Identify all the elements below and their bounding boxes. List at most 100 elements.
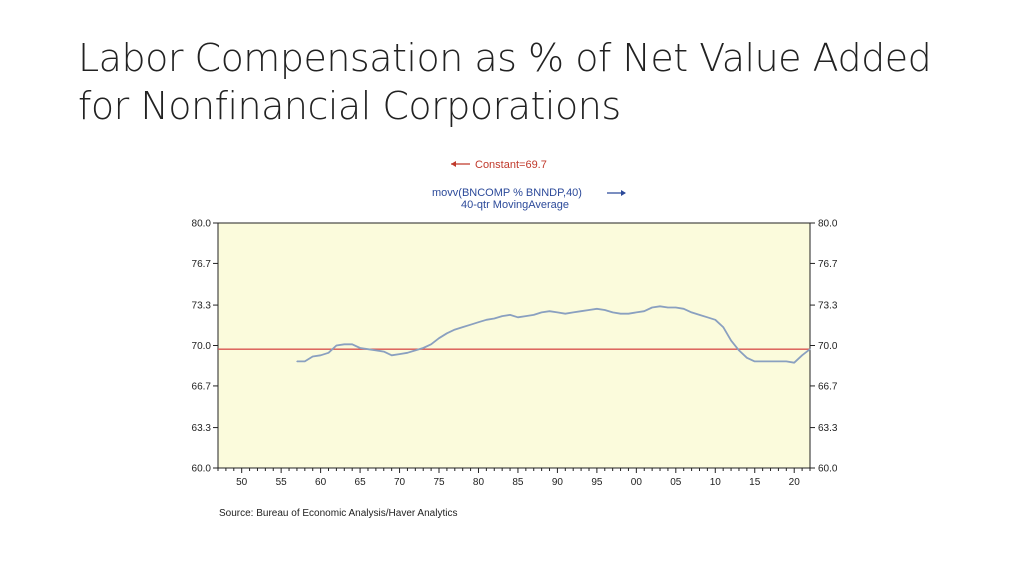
legend-series-arrow bbox=[607, 190, 626, 196]
legend-constant-label: Constant=69.7 bbox=[475, 159, 547, 171]
series-point bbox=[430, 343, 432, 345]
series-point bbox=[777, 360, 780, 363]
series-point bbox=[785, 360, 787, 363]
series-point bbox=[793, 362, 795, 364]
series-point bbox=[746, 357, 748, 359]
plot-area bbox=[217, 222, 811, 469]
series-point bbox=[548, 310, 551, 312]
series-point bbox=[627, 313, 630, 315]
series-point bbox=[612, 311, 614, 314]
y-right-tick-label: 63.3 bbox=[818, 423, 838, 434]
series-point bbox=[296, 360, 298, 363]
series-point bbox=[801, 354, 803, 356]
series-point bbox=[533, 314, 535, 316]
series-point bbox=[367, 348, 369, 350]
series-point bbox=[572, 311, 574, 314]
series-point bbox=[422, 347, 424, 349]
series-line-40qtr-moving-average bbox=[296, 305, 811, 364]
y-left-tick-label: 70.0 bbox=[192, 341, 212, 352]
y-left-tick-label: 63.3 bbox=[192, 423, 212, 434]
series-point bbox=[714, 319, 716, 321]
x-tick-label: 15 bbox=[749, 477, 761, 488]
series-point bbox=[651, 306, 653, 309]
series-point bbox=[406, 352, 409, 354]
series-point bbox=[359, 347, 361, 349]
series-point bbox=[398, 353, 401, 355]
y-right-tick-label: 73.3 bbox=[818, 301, 838, 312]
series-point bbox=[343, 343, 345, 345]
source-note: Source: Bureau of Economic Analysis/Have… bbox=[219, 508, 457, 519]
x-tick-label: 05 bbox=[670, 477, 682, 488]
y-right-tick-label: 76.7 bbox=[818, 259, 838, 270]
series-point bbox=[698, 314, 701, 316]
y-left-tick-label: 80.0 bbox=[192, 219, 212, 230]
x-tick-label: 65 bbox=[355, 477, 367, 488]
y-right-tick-label: 70.0 bbox=[818, 341, 838, 352]
series-point bbox=[730, 340, 732, 342]
series-point bbox=[675, 306, 677, 309]
series-point bbox=[604, 309, 606, 311]
series-point bbox=[667, 306, 669, 309]
x-tick-label: 85 bbox=[512, 477, 524, 488]
x-tick-label: 80 bbox=[473, 477, 485, 488]
y-axis-right: 80.0 76.7 73.3 70.0 66.7 63.3 60.0 bbox=[810, 219, 838, 475]
y-left-tick-label: 73.3 bbox=[192, 301, 212, 312]
series-point bbox=[564, 313, 566, 315]
x-tick-label: 55 bbox=[276, 477, 288, 488]
x-tick-label: 00 bbox=[631, 477, 643, 488]
series-point bbox=[446, 332, 448, 334]
series-point bbox=[327, 352, 330, 354]
series-point bbox=[691, 311, 693, 314]
series-point bbox=[596, 308, 598, 310]
legend-constant-arrow bbox=[451, 161, 470, 167]
series-point bbox=[722, 326, 724, 328]
series-point bbox=[525, 315, 527, 317]
series-point bbox=[769, 360, 772, 363]
x-tick-label: 20 bbox=[789, 477, 801, 488]
series-point bbox=[509, 314, 511, 316]
x-tick-label: 60 bbox=[315, 477, 327, 488]
x-tick-label: 95 bbox=[591, 477, 603, 488]
y-left-tick-label: 76.7 bbox=[192, 259, 212, 270]
series-point bbox=[462, 326, 464, 328]
series-point bbox=[517, 316, 519, 318]
y-right-tick-label: 80.0 bbox=[818, 219, 838, 230]
series-point bbox=[304, 360, 306, 363]
slide-title: Labor Compensation as % of Net Value Add… bbox=[78, 34, 978, 130]
series-point bbox=[738, 349, 740, 351]
slide-title-line-2: for Nonfinancial Corporations bbox=[78, 84, 621, 128]
legend-series-label: movv(BNCOMP % BNNDP,40) bbox=[432, 187, 582, 199]
x-tick-label: 50 bbox=[236, 477, 248, 488]
series-points bbox=[296, 305, 811, 364]
series-point bbox=[485, 319, 487, 321]
series-point bbox=[619, 313, 622, 315]
series-point bbox=[414, 349, 416, 351]
series-point bbox=[706, 316, 708, 318]
series-point bbox=[320, 354, 322, 356]
x-tick-label: 70 bbox=[394, 477, 406, 488]
y-left-tick-label: 60.0 bbox=[192, 464, 212, 475]
series-point bbox=[454, 328, 456, 331]
x-tick-label: 90 bbox=[552, 477, 564, 488]
series-point bbox=[659, 305, 661, 307]
series-point bbox=[762, 360, 764, 363]
y-right-tick-label: 66.7 bbox=[818, 381, 838, 392]
series-point bbox=[580, 310, 582, 312]
series-point bbox=[501, 315, 503, 317]
series-point bbox=[469, 324, 472, 326]
series-point bbox=[635, 311, 637, 314]
legend-series-sublabel: 40-qtr MovingAverage bbox=[461, 199, 569, 211]
series-point bbox=[312, 355, 314, 358]
y-axis-left: 80.0 76.7 73.3 70.0 66.7 63.3 60.0 bbox=[192, 219, 218, 475]
x-axis: 50 55 60 65 70 75 80 85 90 95 00 05 10 15 20 bbox=[217, 468, 811, 488]
x-tick-label: 75 bbox=[433, 477, 445, 488]
y-right-tick-label: 60.0 bbox=[818, 464, 838, 475]
series-point bbox=[477, 321, 480, 323]
series-point bbox=[383, 351, 385, 353]
x-tick-label: 10 bbox=[710, 477, 722, 488]
y-left-tick-label: 66.7 bbox=[192, 381, 212, 392]
series-point bbox=[391, 354, 393, 356]
slide-title-line-1: Labor Compensation as % of Net Value Add… bbox=[78, 36, 932, 80]
series-point bbox=[438, 337, 440, 339]
